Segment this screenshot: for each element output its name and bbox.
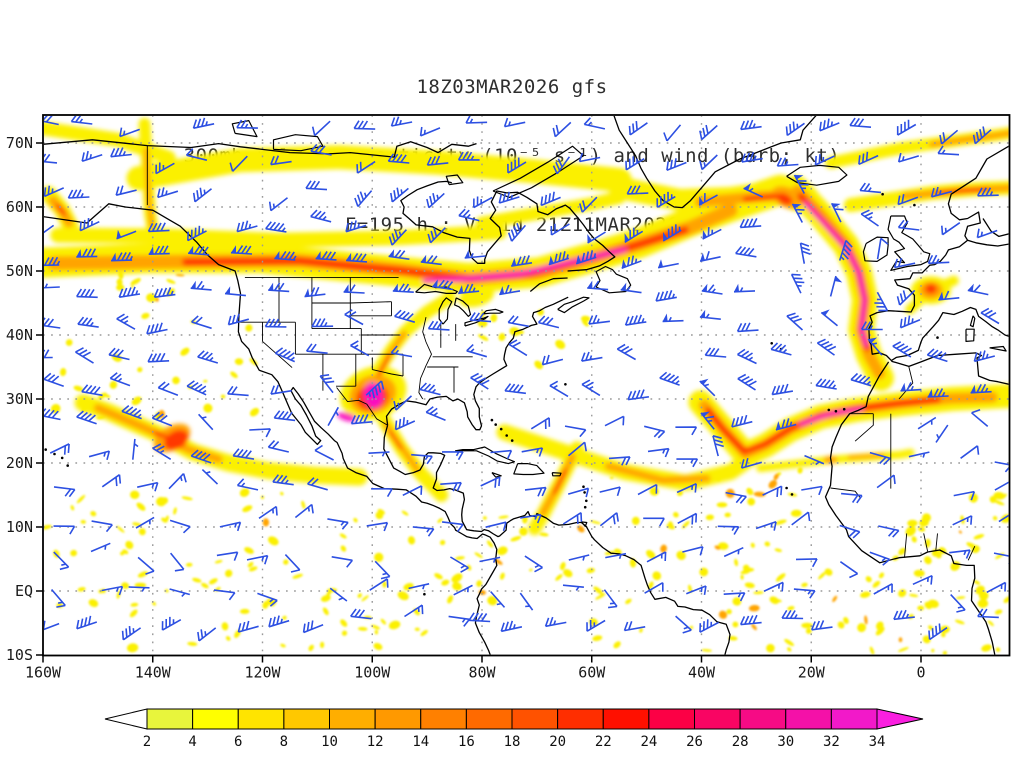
lon-label: 120W	[244, 664, 281, 682]
lon-label: 160W	[25, 664, 62, 682]
lon-label: 80W	[468, 664, 496, 682]
lat-label: 10S	[6, 646, 33, 664]
lat-label: 10N	[6, 518, 33, 536]
colorbar-tick-label: 6	[234, 734, 242, 750]
colorbar-tick-label: 14	[412, 734, 429, 750]
colorbar-tick-label: 10	[321, 734, 338, 750]
colorbar-tick-label: 22	[595, 734, 612, 750]
lat-label: 40N	[6, 326, 33, 344]
colorbar-tick-label: 4	[188, 734, 196, 750]
map-frame	[42, 114, 1011, 657]
colorbar-tick-label: 20	[549, 734, 566, 750]
lat-label: 60N	[6, 198, 33, 216]
colorbar-tick-label: 30	[777, 734, 794, 750]
graticule-grid	[44, 116, 1009, 655]
colorbar-segment	[192, 708, 239, 730]
colorbar-left-arrow	[104, 708, 148, 730]
lon-label: 140W	[135, 664, 172, 682]
lat-label: 30N	[6, 390, 33, 408]
colorbar-segment	[374, 708, 422, 730]
colorbar-tick-label: 26	[686, 734, 703, 750]
colorbar-segment	[739, 708, 787, 730]
colorbar-segment	[465, 708, 513, 730]
lat-label: 70N	[6, 134, 33, 152]
colorbar-segment	[785, 708, 832, 730]
colorbar-tick-label: 32	[823, 734, 840, 750]
colorbar-segment	[237, 708, 285, 730]
colorbar-segment	[557, 708, 604, 730]
wind-barbs	[44, 116, 1009, 642]
colorbar: 2 4 6 8 10 12 14 16 18 20 22 24 26 28 30 32 34	[104, 708, 924, 750]
colorbar-tick-label: 12	[367, 734, 384, 750]
lat-label: 50N	[6, 262, 33, 280]
lon-label: 100W	[354, 664, 391, 682]
colorbar-segment	[283, 708, 331, 730]
colorbar-segment	[329, 708, 376, 730]
coastlines	[44, 116, 1009, 655]
colorbar-tick-label: 2	[143, 734, 151, 750]
lon-label: 20W	[798, 664, 826, 682]
title-model-run: 18Z03MAR2026 gfs	[416, 76, 608, 98]
lat-label: EQ	[15, 582, 33, 600]
colorbar-right-arrow	[876, 708, 924, 730]
colorbar-tick-label: 24	[640, 734, 657, 750]
colorbar-tick-label: 18	[504, 734, 521, 750]
political-borders	[146, 145, 976, 561]
colorbar-segment	[602, 708, 650, 730]
colorbar-tick-label: 34	[869, 734, 886, 750]
colorbar-segment	[146, 708, 194, 730]
colorbar-tick-label: 16	[458, 734, 475, 750]
colorbar-segment	[511, 708, 559, 730]
colorbar-tick-label: 28	[732, 734, 749, 750]
colorbar-segment	[648, 708, 696, 730]
lon-label: 0	[916, 664, 925, 682]
lon-label: 40W	[688, 664, 716, 682]
lat-label: 20N	[6, 454, 33, 472]
colorbar-segment	[420, 708, 467, 730]
colorbar-segment	[830, 708, 878, 730]
colorbar-tick-label: 8	[280, 734, 288, 750]
colorbar-segment	[694, 708, 741, 730]
lon-label: 60W	[578, 664, 606, 682]
